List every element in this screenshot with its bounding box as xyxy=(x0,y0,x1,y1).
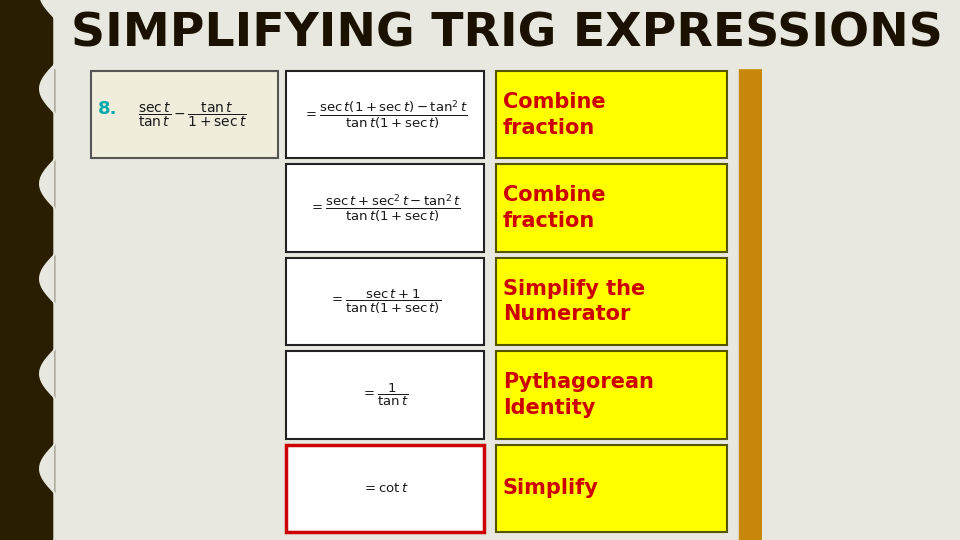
Text: $= \cot t$: $= \cot t$ xyxy=(362,482,408,495)
Text: SIMPLIFYING TRIG EXPRESSIONS: SIMPLIFYING TRIG EXPRESSIONS xyxy=(71,11,944,57)
Bar xyxy=(54,0,762,68)
FancyBboxPatch shape xyxy=(496,444,727,532)
FancyBboxPatch shape xyxy=(286,351,485,438)
Bar xyxy=(0,0,54,540)
FancyBboxPatch shape xyxy=(496,351,727,438)
FancyBboxPatch shape xyxy=(91,71,278,158)
FancyBboxPatch shape xyxy=(496,258,727,345)
FancyBboxPatch shape xyxy=(286,71,485,158)
Text: Simplify the
Numerator: Simplify the Numerator xyxy=(503,279,645,325)
FancyBboxPatch shape xyxy=(286,444,485,532)
Text: $= \dfrac{\sec t + 1}{\tan t(1 + \sec t)}$: $= \dfrac{\sec t + 1}{\tan t(1 + \sec t)… xyxy=(329,287,442,315)
Text: Combine
fraction: Combine fraction xyxy=(503,185,606,231)
Text: Simplify: Simplify xyxy=(503,478,599,498)
FancyBboxPatch shape xyxy=(496,71,727,158)
Text: $= \dfrac{\sec t(1 + \sec t) - \tan^2 t}{\tan t(1 + \sec t)}$: $= \dfrac{\sec t(1 + \sec t) - \tan^2 t}… xyxy=(302,98,468,131)
FancyBboxPatch shape xyxy=(496,164,727,252)
Bar xyxy=(738,0,762,540)
Text: $\dfrac{\sec t}{\tan t} - \dfrac{\tan t}{1 + \sec t}$: $\dfrac{\sec t}{\tan t} - \dfrac{\tan t}… xyxy=(138,100,247,129)
FancyBboxPatch shape xyxy=(286,164,485,252)
Text: $= \dfrac{\sec t + \sec^2 t - \tan^2 t}{\tan t(1 + \sec t)}$: $= \dfrac{\sec t + \sec^2 t - \tan^2 t}{… xyxy=(309,192,462,224)
Text: Combine
fraction: Combine fraction xyxy=(503,92,606,138)
FancyBboxPatch shape xyxy=(286,258,485,345)
Text: 8.: 8. xyxy=(98,100,117,118)
Text: $= \dfrac{1}{\tan t}$: $= \dfrac{1}{\tan t}$ xyxy=(361,382,409,408)
Text: Pythagorean
Identity: Pythagorean Identity xyxy=(503,372,654,418)
